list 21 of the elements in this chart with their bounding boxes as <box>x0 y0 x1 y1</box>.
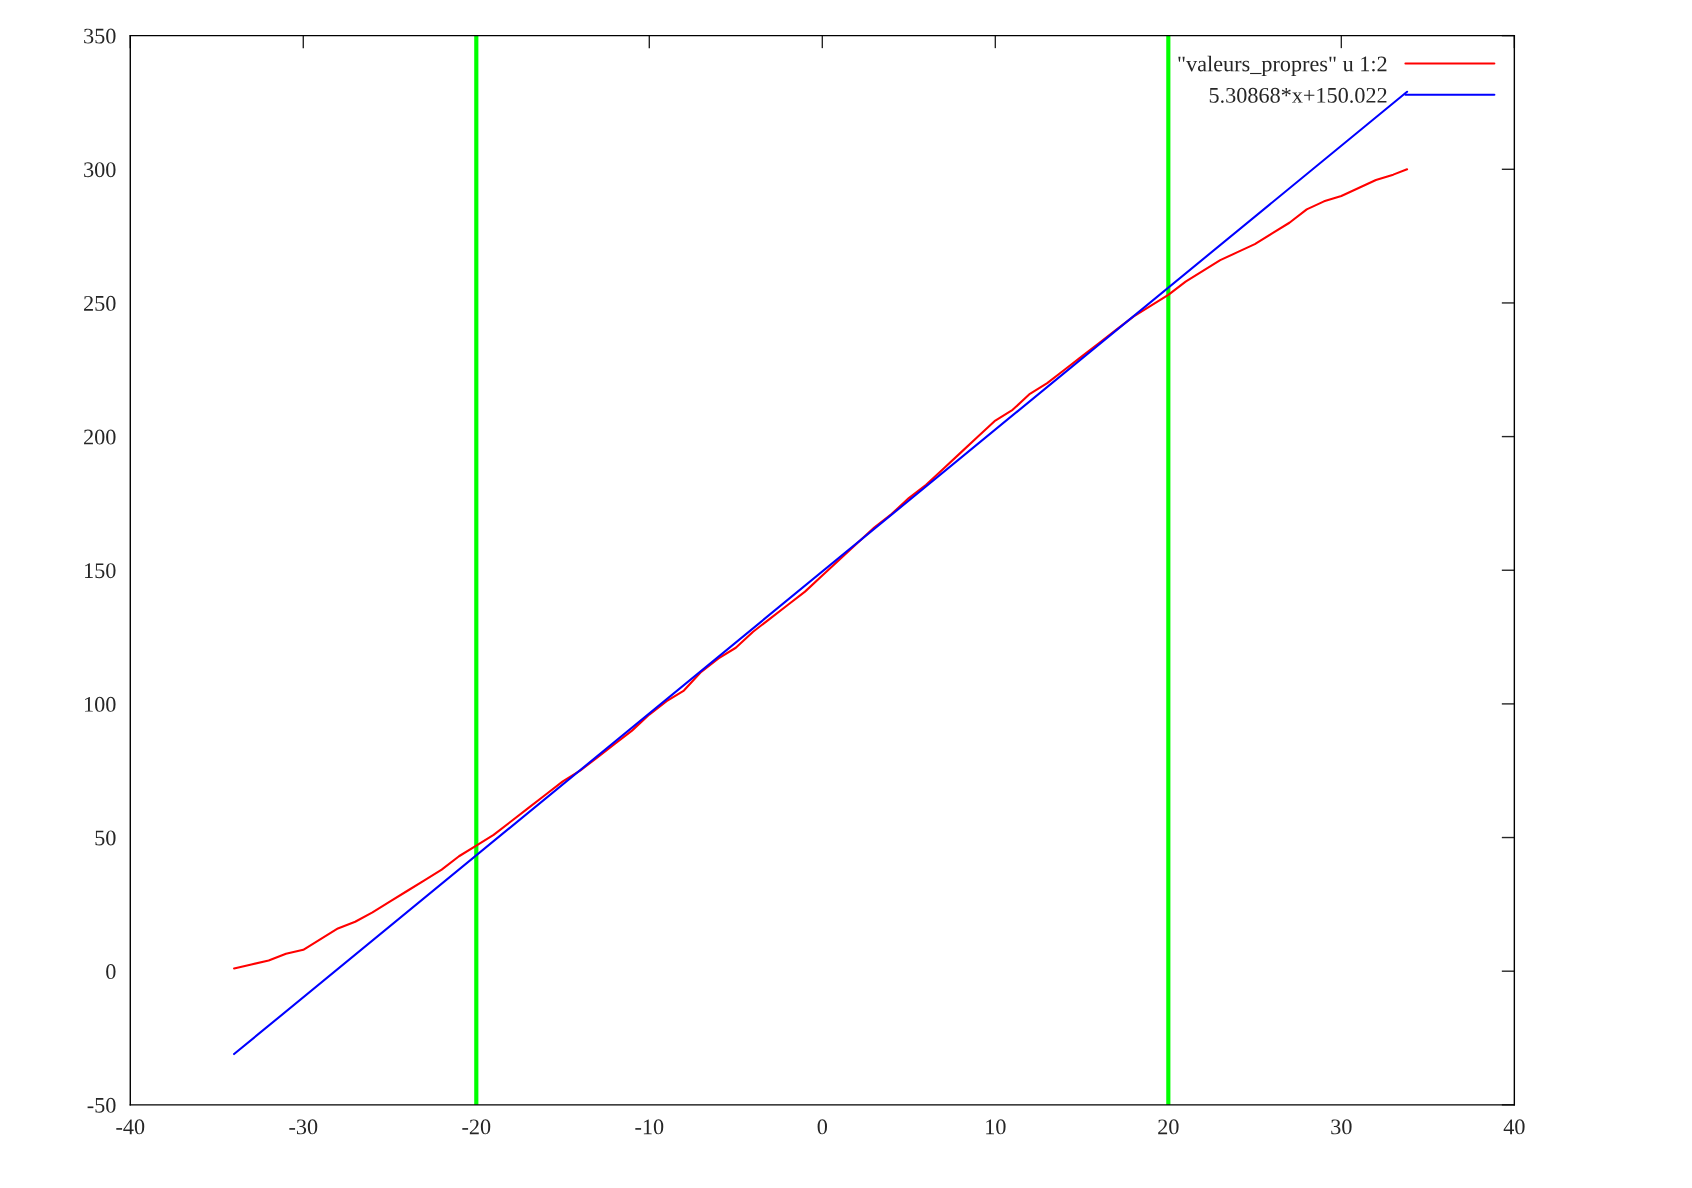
y-tick-label: 0 <box>106 964 116 980</box>
legend-label: 5.30868*x+150.022 <box>1209 87 1387 103</box>
x-tick-label: -20 <box>462 1119 491 1135</box>
y-tick-label: 200 <box>84 429 116 445</box>
y-tick-label: 350 <box>84 28 116 44</box>
y-tick-label: 250 <box>84 295 116 311</box>
line-series <box>233 168 1409 970</box>
x-tick-label: 30 <box>1331 1119 1352 1135</box>
y-tick-label: 50 <box>95 830 116 846</box>
x-tick-label: 0 <box>817 1119 828 1135</box>
x-tick-label: -10 <box>635 1119 664 1135</box>
x-tick-label: 20 <box>1158 1119 1179 1135</box>
x-tick-label: 10 <box>986 1119 1006 1135</box>
y-tick-label: 300 <box>84 162 116 178</box>
y-tick-label: -50 <box>87 1097 116 1113</box>
x-tick-label: -30 <box>289 1119 318 1135</box>
y-tick-label: 100 <box>85 696 116 712</box>
x-tick-label: 40 <box>1503 1119 1525 1135</box>
x-tick-label: -40 <box>116 1119 145 1135</box>
y-tick-label: 150 <box>85 563 116 579</box>
legend-label: "valeurs_propres" u 1:2 <box>1178 55 1387 76</box>
